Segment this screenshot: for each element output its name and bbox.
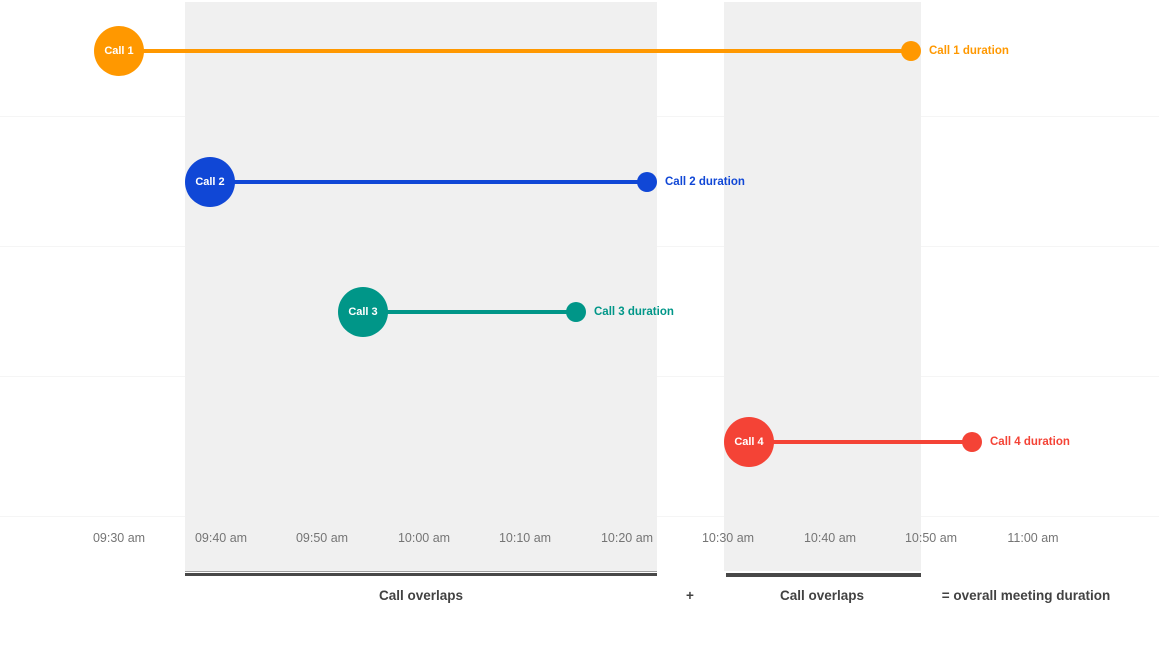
axis-tick-label: 11:00 am	[1007, 531, 1059, 545]
call-label: Call 1	[104, 45, 134, 57]
overlap-band	[724, 2, 921, 571]
axis-tick-label: 10:10 am	[498, 531, 552, 545]
call-end-marker	[962, 432, 982, 452]
call-start-marker: Call 2	[185, 157, 235, 207]
call-start-marker: Call 1	[94, 26, 144, 76]
call-duration-line	[119, 49, 911, 53]
axis-tick-label: 10:30 am	[701, 531, 755, 545]
overlap-underline	[726, 573, 921, 577]
call-duration-line	[363, 310, 576, 314]
axis-tick-label: 09:40 am	[194, 531, 248, 545]
axis-tick-label: 09:50 am	[295, 531, 349, 545]
call-start-marker: Call 4	[724, 417, 774, 467]
plus-sign: +	[686, 588, 694, 603]
call-label: Call 3	[348, 306, 378, 318]
call-end-marker	[637, 172, 657, 192]
overlap-underline	[185, 571, 657, 576]
call-label: Call 2	[195, 176, 225, 188]
call-start-marker: Call 3	[338, 287, 388, 337]
result-caption: = overall meeting duration	[941, 588, 1111, 603]
axis-tick-label: 10:20 am	[600, 531, 654, 545]
axis-tick-label: 10:50 am	[904, 531, 958, 545]
call-duration-label: Call 3 duration	[594, 306, 674, 318]
axis-tick-label: 09:30 am	[92, 531, 146, 545]
call-duration-label: Call 2 duration	[665, 176, 745, 188]
call-duration-line	[210, 180, 647, 184]
overlap-band	[185, 2, 657, 571]
axis-tick-label: 10:00 am	[397, 531, 451, 545]
call-end-marker	[566, 302, 586, 322]
call-end-marker	[901, 41, 921, 61]
call-duration-label: Call 4 duration	[990, 436, 1070, 448]
overlap-caption: Call overlaps	[779, 588, 865, 603]
overlap-caption: Call overlaps	[378, 588, 464, 603]
call-label: Call 4	[734, 436, 764, 448]
call-duration-label: Call 1 duration	[929, 45, 1009, 57]
axis-tick-label: 10:40 am	[803, 531, 857, 545]
call-duration-line	[749, 440, 972, 444]
